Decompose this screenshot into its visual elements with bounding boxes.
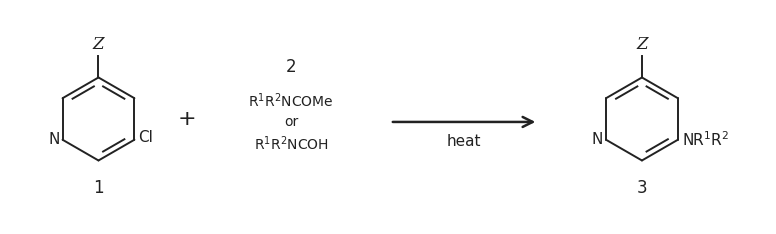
Text: 1: 1 <box>93 179 104 197</box>
Text: Z: Z <box>92 36 104 53</box>
Text: N: N <box>591 132 603 147</box>
Text: Z: Z <box>636 36 648 53</box>
Text: heat: heat <box>447 134 481 149</box>
Text: or: or <box>284 115 298 129</box>
Text: NR$^1$R$^2$: NR$^1$R$^2$ <box>682 130 729 149</box>
Text: N: N <box>48 132 60 147</box>
Text: Cl: Cl <box>138 130 153 145</box>
Text: 2: 2 <box>286 58 296 76</box>
Text: 3: 3 <box>636 179 647 197</box>
Text: +: + <box>178 109 197 129</box>
Text: R$^1$R$^2$NCOH: R$^1$R$^2$NCOH <box>254 134 328 153</box>
Text: R$^1$R$^2$NCOMe: R$^1$R$^2$NCOMe <box>248 91 334 110</box>
